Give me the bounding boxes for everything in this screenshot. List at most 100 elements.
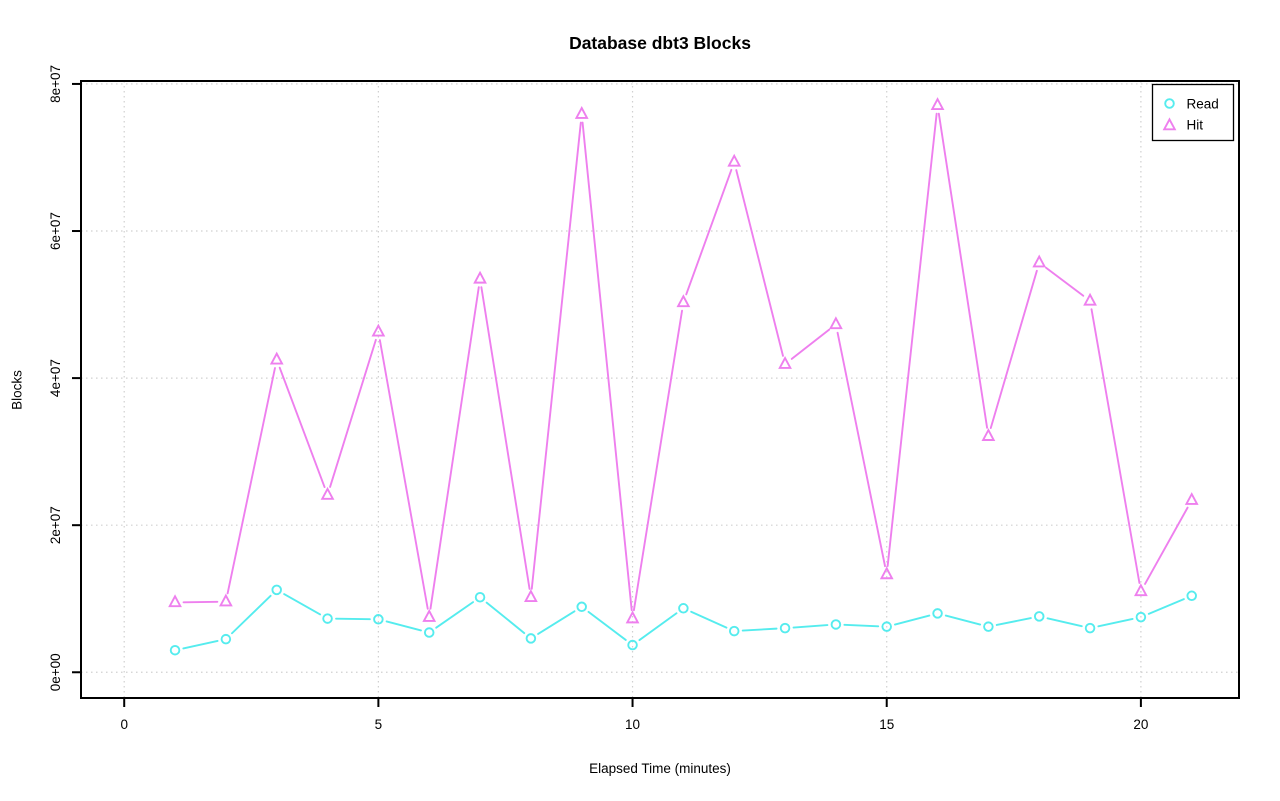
hit-line-segment: [886, 112, 938, 567]
read-marker-icon: [220, 633, 232, 645]
hit-line-segment: [329, 338, 377, 488]
hit-line-segment: [226, 367, 276, 595]
hit-line-segment: [836, 331, 886, 568]
read-marker-icon: [322, 613, 333, 624]
plot-box: [80, 80, 1240, 699]
read-line-segment: [231, 594, 272, 635]
hit-marker-icon: [523, 589, 538, 602]
hit-line-segment: [480, 286, 531, 590]
read-line-segment: [537, 610, 576, 635]
x-axis-label: Elapsed Time (minutes): [589, 761, 731, 776]
read-line-segment: [638, 612, 678, 642]
hit-line-segment: [735, 169, 784, 357]
hit-marker-icon: [879, 566, 894, 580]
y-tick-label: 8e+07: [48, 65, 63, 103]
hit-line-segment: [429, 286, 480, 610]
hit-marker-icon: [1184, 492, 1199, 505]
y-tick-label: 0e+00: [48, 653, 63, 691]
y-tick-label: 4e+07: [48, 359, 63, 397]
read-marker-icon: [271, 584, 282, 596]
hit-line-segment: [790, 328, 831, 360]
legend-box: [1151, 83, 1235, 142]
hit-line-segment: [278, 366, 326, 489]
hit-marker-icon: [981, 428, 996, 441]
read-marker-icon: [1186, 590, 1197, 602]
read-marker-icon: [525, 633, 537, 644]
x-tick-label: 10: [625, 717, 640, 732]
hit-line-segment: [581, 121, 633, 612]
read-line-segment: [485, 601, 526, 635]
hit-marker-icon: [727, 153, 742, 167]
hit-line-segment: [937, 112, 989, 429]
legend-hit-label: Hit: [1187, 118, 1204, 133]
read-line-segment: [1097, 617, 1134, 628]
read-line-segment: [435, 601, 475, 629]
hit-marker-icon: [930, 97, 945, 111]
read-marker-icon: [373, 614, 384, 625]
read-marker-icon: [983, 621, 994, 632]
y-tick-label: 6e+07: [48, 212, 63, 250]
hit-marker-icon: [218, 593, 233, 607]
hit-line-segment: [1090, 308, 1141, 584]
hit-line-segment: [530, 121, 582, 590]
hit-marker-icon: [269, 351, 284, 365]
hit-marker-icon: [422, 608, 437, 622]
hit-marker-icon: [778, 356, 792, 369]
hit-marker-icon: [1134, 583, 1148, 597]
chart-title: Database dbt3 Blocks: [569, 33, 751, 53]
hit-marker-icon: [1032, 254, 1047, 268]
hit-line-segment: [632, 309, 683, 612]
x-tick-label: 20: [1133, 717, 1148, 732]
hit-marker-icon: [168, 594, 182, 608]
y-tick-label: 2e+07: [48, 506, 63, 544]
read-line-segment: [995, 617, 1032, 626]
hit-marker-icon: [828, 316, 843, 330]
hit-line-segment: [989, 269, 1038, 429]
read-marker-icon: [779, 622, 791, 634]
read-line-segment: [690, 610, 728, 629]
hit-marker-icon: [320, 486, 335, 500]
x-tick-label: 0: [120, 717, 128, 732]
read-line-segment: [893, 614, 931, 626]
read-line-segment: [1046, 617, 1083, 628]
read-line-segment: [385, 620, 422, 632]
legend-read-label: Read: [1187, 97, 1219, 112]
read-marker-icon: [169, 644, 181, 656]
read-marker-icon: [881, 621, 892, 632]
read-line-segment: [741, 627, 778, 632]
read-line-segment: [843, 623, 880, 628]
hit-line-segment: [685, 168, 733, 296]
hit-marker-icon: [676, 294, 691, 308]
x-tick-label: 15: [879, 717, 894, 732]
read-line-segment: [1147, 598, 1185, 615]
read-marker-icon: [830, 619, 842, 630]
read-line-segment: [182, 640, 219, 650]
hit-marker-icon: [574, 105, 589, 119]
read-marker-icon: [627, 639, 638, 651]
hit-line-segment: [1144, 506, 1189, 585]
hit-line-segment: [378, 339, 429, 610]
read-marker-icon: [1084, 622, 1096, 634]
read-marker-icon: [576, 601, 587, 613]
read-marker-icon: [728, 625, 740, 637]
read-marker-icon: [678, 603, 689, 614]
read-marker-icon: [932, 608, 943, 619]
read-line-segment: [944, 614, 982, 626]
read-line-segment: [792, 624, 829, 629]
read-marker-icon: [1033, 611, 1045, 622]
hit-marker-icon: [625, 610, 640, 624]
legend-hit-marker-icon: [1162, 117, 1177, 131]
hit-line-segment: [1045, 266, 1085, 297]
read-line-segment: [283, 593, 322, 616]
hit-marker-icon: [1083, 292, 1097, 306]
x-tick-label: 5: [375, 717, 383, 732]
read-line-segment: [587, 610, 627, 641]
legend-read-marker-icon: [1164, 98, 1175, 109]
hit-marker-icon: [473, 270, 487, 284]
read-marker-icon: [423, 627, 435, 638]
read-marker-icon: [1135, 611, 1147, 623]
read-marker-icon: [474, 592, 486, 603]
hit-marker-icon: [371, 323, 386, 337]
